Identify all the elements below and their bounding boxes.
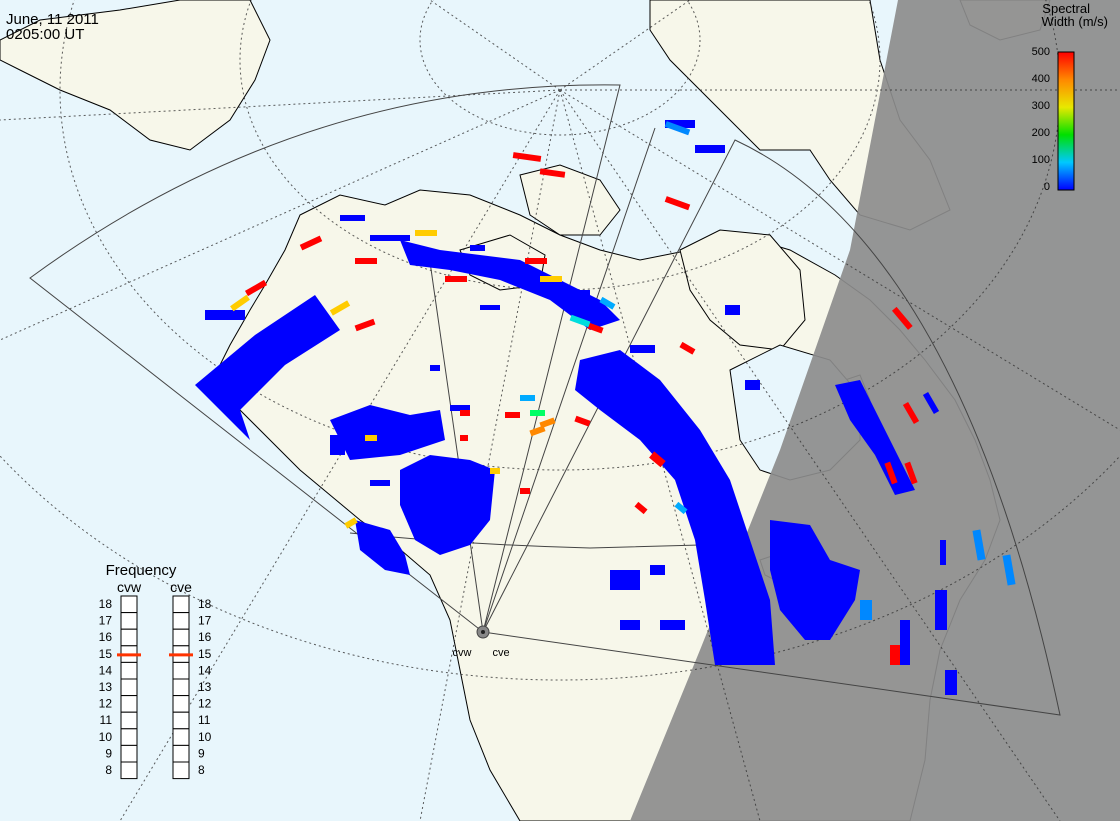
frequency-cell-cvw [120,678,138,697]
cve-scatter-arc-main [575,350,775,665]
frequency-cell-cve [172,761,190,780]
frequency-cell-cvw [120,761,138,780]
frequency-label-cve: 12 [198,697,212,711]
frequency-panel: Frequency cvw cve 18 17 16 15 14 13 12 11 10 9 8 18… [99,562,212,780]
radar-label-east: cve [492,647,509,659]
frequency-cell-cvw [120,612,138,630]
frequency-label-cvw: 11 [100,713,113,727]
frequency-cell-cve [172,595,190,614]
frequency-cell-cvw [120,728,138,746]
colorbar-title-1: Spectral [1042,1,1090,16]
frequency-label-cve: 13 [198,680,212,694]
cvw-scatter-arc-mid [330,405,445,460]
frequency-cell-cvw [120,744,138,763]
frequency-label-cvw: 9 [105,746,112,760]
cvw-scatter-cluster [400,455,495,555]
frequency-cell-cvw [120,595,138,614]
colorbar-tick: 100 [1032,154,1050,166]
frequency-label-cvw: 14 [99,663,113,677]
date-label: June, 11 2011 [6,11,99,28]
frequency-cell-cve [172,728,190,746]
frequency-label-cvw: 12 [99,697,113,711]
colorbar-scale [1057,51,1075,191]
colorbar-tick: 500 [1032,46,1050,58]
cvw-scatter [195,215,620,575]
cve-scatter [560,120,957,695]
frequency-label-cve: 17 [198,614,212,628]
frequency-label-cvw: 10 [99,730,113,744]
frequency-label-cvw: 15 [99,647,113,661]
time-label: 0205:00 UT [6,26,84,43]
frequency-label-cvw: 16 [99,630,113,644]
frequency-cell-cve [172,711,190,730]
cvw-scatter-arc-west [195,295,340,440]
frequency-cell-cve [172,628,190,647]
colorbar-title-2: Width (m/s) [1042,14,1108,29]
cve-scatter-east [770,520,860,640]
frequency-label-cve: 18 [198,597,212,611]
frequency-label-cvw: 17 [99,614,113,628]
frequency-cell-cvw [120,628,138,647]
cvw-scatter-arc-north [400,240,620,330]
colorbar-tick: 400 [1032,73,1050,85]
high-width-points [230,121,1016,665]
frequency-label-cve: 16 [198,630,212,644]
baffin-island [679,229,806,351]
fov-outlines [29,84,1061,716]
cve-scatter-night-arc [835,380,915,495]
frequency-label-cve: 14 [198,663,212,677]
frequency-label-cve: 15 [198,647,212,661]
frequency-cell-cvw [120,661,138,680]
asia-coast [0,0,271,151]
colorbar-tick-labels: 500 400 300 200 100 0 [1032,46,1050,193]
frequency-cell-cvw [120,695,138,713]
radar-label-west: cvw [453,647,472,659]
colorbar-tick: 200 [1032,127,1050,139]
cvw-scatter-coastal [355,520,410,575]
frequency-cell-cve [172,695,190,713]
radar-site [476,625,490,639]
frequency-cell-cve [172,744,190,763]
frequency-label-cve: 10 [198,730,212,744]
frequency-label-cve: 9 [198,746,205,760]
frequency-label-cvw: 18 [99,597,113,611]
frequency-cell-cve [172,678,190,697]
colorbar: Spectral Width (m/s) 500 400 300 200 100… [1032,1,1108,193]
colorbar-tick: 0 [1044,181,1050,193]
frequency-radar-east: cve [170,579,192,595]
frequency-label-cvw: 13 [99,680,113,694]
frequency-cell-cve [172,661,190,680]
frequency-title: Frequency [106,562,177,579]
frequency-label-cve: 11 [198,713,211,727]
frequency-radar-west: cvw [117,579,142,595]
frequency-label-cve: 8 [198,763,205,777]
frequency-label-cvw: 8 [105,763,112,777]
frequency-cell-cvw [120,711,138,730]
frequency-cell-cve [172,612,190,630]
colorbar-tick: 300 [1032,100,1050,112]
